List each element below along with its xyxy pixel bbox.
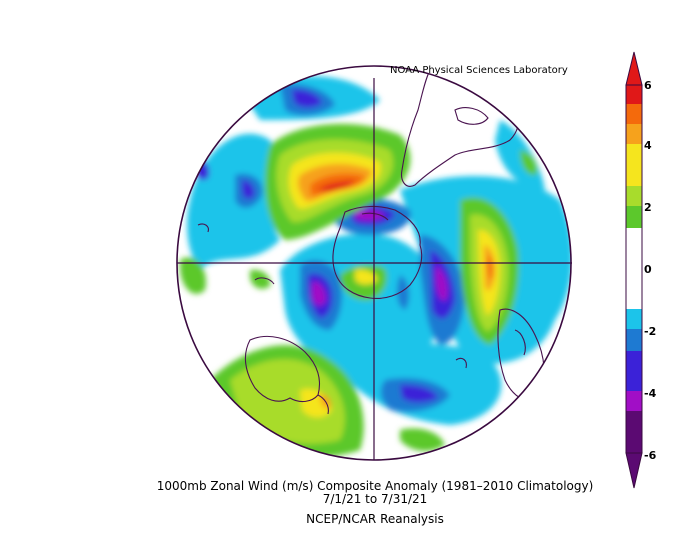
date-range: 7/1/21 to 7/31/21 xyxy=(322,492,428,506)
colorbar-band-6 xyxy=(626,206,642,228)
colorbar-tick-label: 4 xyxy=(644,139,652,152)
data-source: NCEP/NCAR Reanalysis xyxy=(306,512,444,526)
colorbar-band-7 xyxy=(626,228,642,309)
colorbar-tick-label: 6 xyxy=(644,79,652,92)
colorbar-band-11 xyxy=(626,391,642,411)
colorbar-band-12 xyxy=(626,411,642,453)
colorbar-band-2 xyxy=(626,104,642,124)
colorbar-band-3 xyxy=(626,124,642,144)
colorbar-tick-label: 2 xyxy=(644,201,652,214)
credit-label: NOAA Physical Sciences Laboratory xyxy=(390,65,568,76)
map-boundary xyxy=(176,65,572,461)
colorbar-band-10 xyxy=(626,351,642,391)
colorbar-band-5 xyxy=(626,186,642,206)
colorbar-top-arrow xyxy=(625,51,643,86)
colorbar-band-1 xyxy=(626,85,642,104)
colorbar-tick-label: -4 xyxy=(644,387,657,400)
colorbar-band-8 xyxy=(626,309,642,329)
colorbar-tick-label: -6 xyxy=(644,449,657,462)
colorbar xyxy=(625,51,643,489)
colorbar-tick-label: 0 xyxy=(644,263,652,276)
colorbar-band-9 xyxy=(626,329,642,351)
anomaly-field xyxy=(177,66,571,460)
colorbar-tick-label: -2 xyxy=(644,325,657,338)
map-title: 1000mb Zonal Wind (m/s) Composite Anomal… xyxy=(156,479,594,493)
colorbar-band-4 xyxy=(626,144,642,186)
colorbar-frame xyxy=(625,84,643,454)
